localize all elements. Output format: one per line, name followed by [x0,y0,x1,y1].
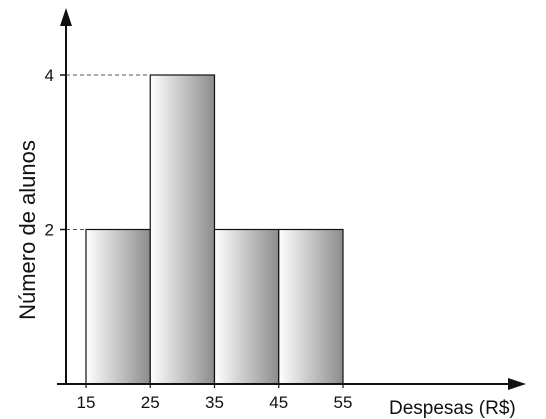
guide-lines [66,74,151,230]
x-tick-label: 45 [269,393,288,412]
x-axis-arrow [508,378,526,390]
x-ticks: 15 25 35 45 55 [77,384,353,412]
x-tick-label: 25 [141,393,160,412]
bars [85,74,344,385]
histogram-bar [85,228,151,385]
histogram-bar [213,228,280,385]
histogram-bar [149,74,216,385]
y-axis-label: Número de alunos [15,140,40,320]
x-axis-label: Despesas (R$) [389,398,516,419]
y-ticks: 24 [45,66,66,240]
y-axis-arrow [60,8,72,26]
y-tick-label: 2 [45,221,54,240]
y-tick-label: 4 [45,66,54,85]
x-tick-label: 15 [77,393,96,412]
x-tick-label: 55 [334,393,353,412]
x-tick-label: 35 [205,393,224,412]
histogram-bar [278,228,344,385]
